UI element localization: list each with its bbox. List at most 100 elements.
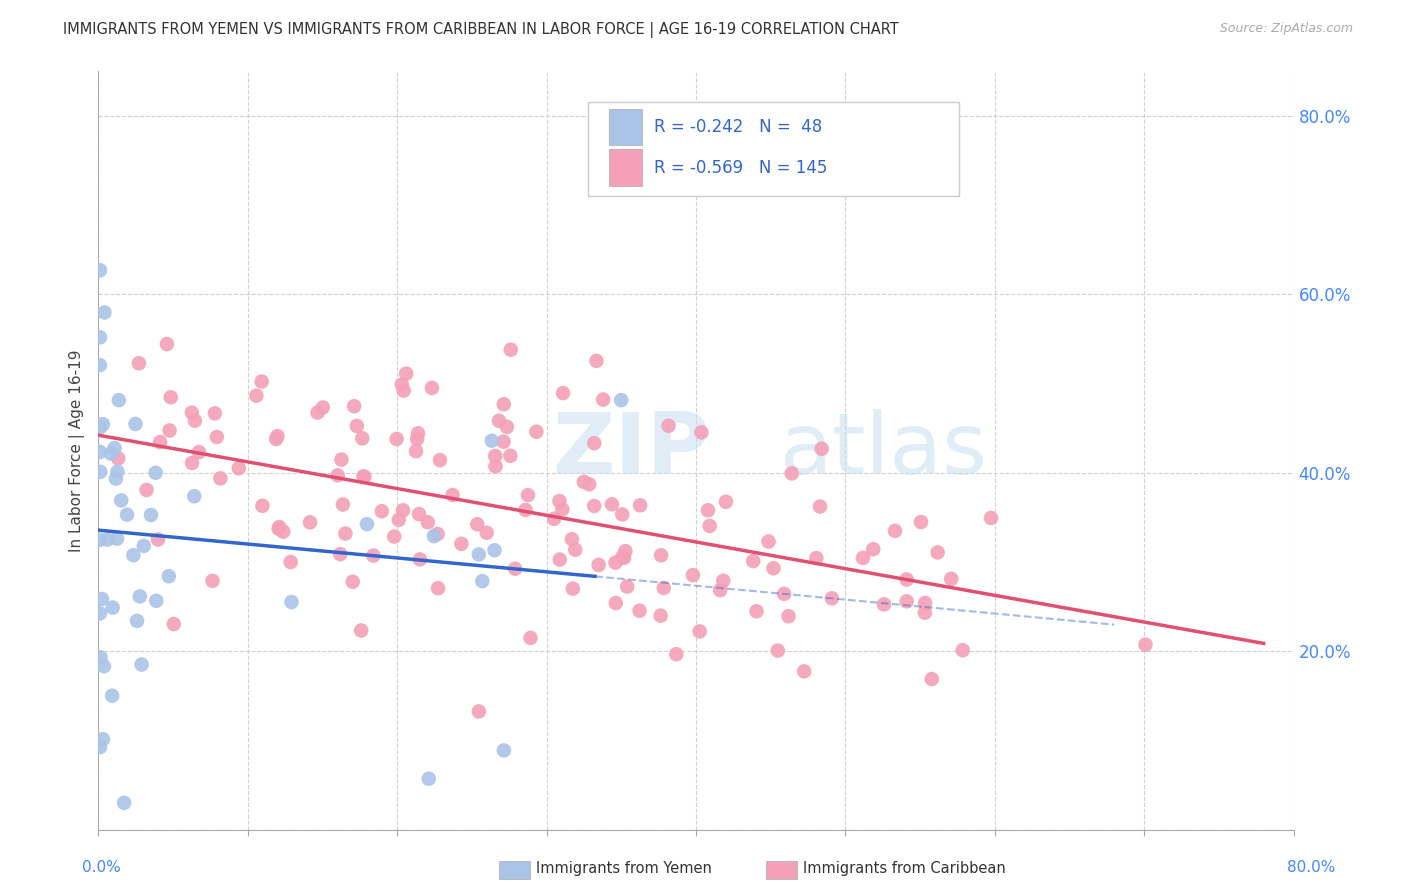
Point <box>139 508 162 522</box>
Point <box>280 555 302 569</box>
Point <box>312 401 335 415</box>
Point <box>183 489 205 503</box>
Point <box>159 390 181 404</box>
Point <box>128 356 150 370</box>
Point <box>896 594 918 608</box>
Point <box>307 406 329 420</box>
Point <box>271 524 294 539</box>
Point <box>343 399 366 413</box>
Point <box>612 508 634 522</box>
Point <box>488 414 510 428</box>
Point <box>145 594 167 608</box>
Point <box>873 598 896 612</box>
Point <box>91 417 114 432</box>
Point <box>329 547 352 561</box>
Point <box>132 539 155 553</box>
Point <box>180 406 202 420</box>
FancyBboxPatch shape <box>609 109 643 145</box>
Point <box>115 508 138 522</box>
Point <box>101 600 124 615</box>
Point <box>762 561 785 575</box>
Point <box>406 426 429 441</box>
Point <box>280 595 302 609</box>
Point <box>100 446 122 460</box>
Point <box>492 434 515 449</box>
Point <box>551 386 574 401</box>
Point <box>163 617 186 632</box>
Point <box>125 614 148 628</box>
Point <box>392 384 415 398</box>
Point <box>650 608 672 623</box>
Point <box>89 465 111 479</box>
Point <box>91 732 114 747</box>
Text: 80.0%: 80.0% <box>1288 860 1336 874</box>
Point <box>484 449 506 463</box>
Point <box>409 552 432 566</box>
Point <box>159 424 181 438</box>
Point <box>135 483 157 497</box>
Point <box>650 548 672 562</box>
Point <box>613 550 636 565</box>
Point <box>862 542 884 557</box>
Point <box>204 406 226 420</box>
Point <box>112 796 135 810</box>
Point <box>773 587 796 601</box>
Point <box>519 631 541 645</box>
Point <box>426 527 449 541</box>
Point <box>742 554 765 568</box>
Point <box>778 609 800 624</box>
Point <box>914 596 936 610</box>
Point <box>350 624 373 638</box>
Text: 0.0%: 0.0% <box>82 860 121 874</box>
Point <box>585 354 607 368</box>
Point <box>352 431 374 445</box>
Point <box>330 452 353 467</box>
Point <box>124 417 146 431</box>
Point <box>471 574 494 589</box>
Point <box>548 552 571 566</box>
Point <box>682 568 704 582</box>
Point <box>388 513 411 527</box>
Point <box>572 475 595 489</box>
Point <box>184 414 207 428</box>
Point <box>250 375 273 389</box>
Point <box>468 705 491 719</box>
Point <box>107 451 129 466</box>
Text: ZIP: ZIP <box>553 409 710 492</box>
Point <box>503 562 526 576</box>
Point <box>356 517 378 532</box>
Point <box>852 550 875 565</box>
Point <box>89 330 111 344</box>
Point <box>342 574 364 589</box>
Point <box>758 534 780 549</box>
Point <box>821 591 844 606</box>
Point <box>96 533 118 547</box>
Point <box>103 441 125 455</box>
Point <box>156 337 179 351</box>
Point <box>766 643 789 657</box>
Point <box>149 435 172 450</box>
Point <box>468 548 491 562</box>
FancyBboxPatch shape <box>609 150 643 186</box>
Point <box>605 556 627 570</box>
Point <box>89 358 111 372</box>
Text: Source: ZipAtlas.com: Source: ZipAtlas.com <box>1219 22 1353 36</box>
Point <box>484 459 506 474</box>
Point <box>481 434 503 448</box>
Text: Immigrants from Yemen: Immigrants from Yemen <box>536 862 711 876</box>
Point <box>524 425 547 439</box>
Point <box>492 397 515 411</box>
Point <box>465 517 488 532</box>
Point <box>699 519 721 533</box>
Point <box>450 537 472 551</box>
Point <box>914 606 936 620</box>
Point <box>205 430 228 444</box>
Point <box>711 574 734 588</box>
Point <box>93 659 115 673</box>
Point <box>927 545 949 559</box>
Point <box>745 604 768 618</box>
Point <box>614 544 637 558</box>
Point <box>266 429 288 443</box>
Point <box>561 532 583 546</box>
Text: Immigrants from Caribbean: Immigrants from Caribbean <box>803 862 1005 876</box>
